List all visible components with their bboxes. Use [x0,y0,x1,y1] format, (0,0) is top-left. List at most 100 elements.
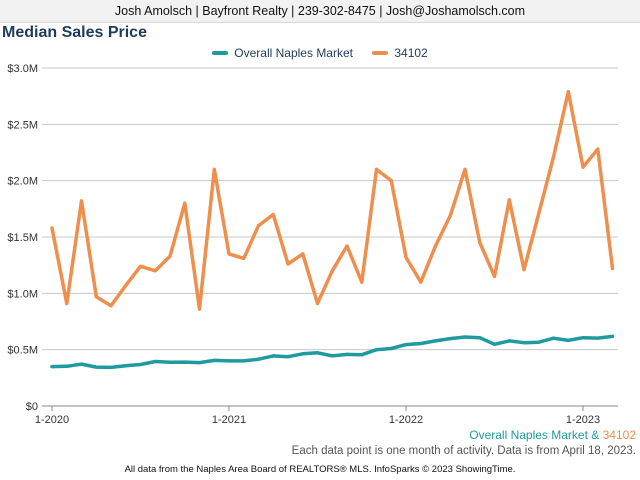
data-point-34102 [522,268,526,272]
data-point-34102 [463,167,467,171]
data-point-34102 [65,301,69,306]
legend-item-overall[interactable]: Overall Naples Market [212,46,353,60]
legend-label-overall: Overall Naples Market [234,46,353,60]
source-note: All data from the Naples Area Board of R… [124,464,516,475]
data-point-34102 [345,244,349,248]
data-point-34102 [507,198,511,202]
data-point-overall [404,342,408,347]
x-tick-label: 1-2023 [566,414,600,426]
data-point-34102 [153,269,157,273]
data-point-overall [197,361,202,365]
data-point-overall [360,353,364,357]
data-point-34102 [551,155,556,159]
y-tick-label: $0.5M [7,345,38,357]
series-caption: Overall Naples Market & 34102 [469,428,636,442]
data-point-34102 [286,262,290,266]
data-point-overall [463,335,467,339]
data-point-overall [65,364,69,368]
data-point-overall [330,354,334,358]
data-point-overall [138,362,143,367]
data-point-34102 [581,165,585,169]
data-point-34102 [610,266,615,271]
data-point-34102 [109,304,113,308]
data-point-overall [315,351,320,355]
data-point-overall [256,357,261,361]
data-point-overall [79,362,84,366]
legend-label-34102: 34102 [394,46,428,60]
data-point-34102 [389,179,393,183]
data-point-34102 [360,280,364,284]
legend-swatch-overall [212,50,229,55]
data-point-overall [153,359,157,364]
data-point-34102 [478,241,482,245]
data-point-overall [389,346,393,351]
data-point-34102 [315,301,320,306]
data-point-overall [271,354,275,358]
data-point-34102 [448,213,452,218]
data-point-34102 [271,212,275,217]
data-point-overall [596,336,600,340]
data-point-overall [301,352,305,356]
data-point-34102 [138,264,143,268]
data-point-overall [242,359,246,363]
data-point-overall [610,334,615,338]
data-point-overall [433,339,438,343]
series-caption-amp: & [587,428,603,442]
data-point-34102 [404,255,408,259]
data-point-overall [507,339,511,343]
data-point-overall [50,364,54,369]
data-point-34102 [374,167,379,171]
x-tick-label: 1-2020 [35,414,69,426]
data-point-34102 [492,274,497,279]
data-point-overall [448,337,452,341]
data-point-34102 [124,283,128,288]
data-point-overall [522,341,526,345]
data-point-34102 [212,167,216,171]
y-tick-label: $3.0M [7,63,38,75]
data-point-34102 [79,199,84,203]
data-point-overall [168,360,172,364]
data-point-overall [419,341,423,346]
data-point-34102 [227,252,231,256]
data-point-overall [183,360,187,364]
data-point-overall [345,352,349,356]
data-point-34102 [197,307,202,311]
data-point-overall [537,340,541,344]
x-tick-label: 1-2021 [212,414,246,426]
data-point-34102 [537,211,541,215]
data-point-34102 [242,256,246,261]
data-point-overall [227,359,231,363]
chart-title: Median Sales Price [2,24,147,41]
series-caption-34102: 34102 [602,428,636,442]
legend-swatch-34102 [372,50,389,55]
y-tick-label: $0 [26,401,38,413]
data-point-34102 [183,201,187,205]
data-point-overall [109,365,113,369]
data-note: Each data point is one month of activity… [291,445,636,457]
data-point-34102 [256,224,261,228]
data-point-34102 [419,280,423,284]
x-tick-label: 1-2022 [389,414,423,426]
data-point-overall [374,348,379,352]
y-tick-label: $1.5M [7,232,38,244]
data-point-overall [551,336,556,340]
chart-legend: Overall Naples Market 34102 [0,46,640,60]
y-tick-label: $2.5M [7,119,38,131]
data-point-overall [212,358,216,362]
data-point-34102 [94,295,98,299]
data-point-34102 [596,147,600,151]
data-point-overall [478,336,482,340]
data-point-overall [492,342,497,346]
y-tick-label: $1.0M [7,288,38,300]
data-point-overall [286,355,290,359]
series-line-overall-naples-market [50,334,615,370]
legend-item-34102[interactable]: 34102 [372,46,428,60]
data-point-34102 [301,252,305,256]
data-point-34102 [330,269,334,273]
data-point-overall [566,338,570,343]
data-point-34102 [168,254,172,258]
data-point-overall [581,336,585,340]
data-point-34102 [433,244,438,248]
agent-contact-header: Josh Amolsch | Bayfront Realty | 239-302… [0,0,640,23]
